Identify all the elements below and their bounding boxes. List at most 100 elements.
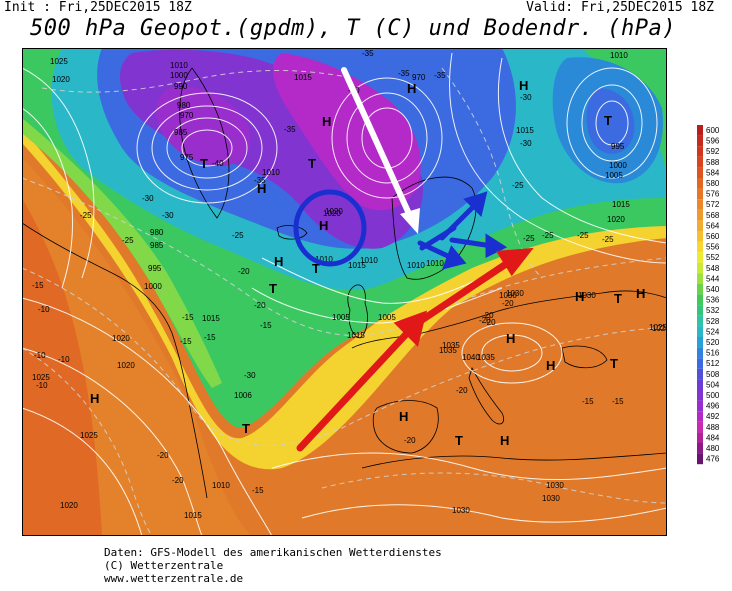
temperature-label: -25 (80, 211, 92, 220)
high-marker: H (399, 409, 408, 424)
low-marker: T (242, 421, 250, 436)
isobar-high-d2 (481, 334, 543, 372)
red-arrows (296, 247, 534, 452)
pressure-label: 1015 (184, 511, 202, 520)
legend-swatch (697, 146, 703, 157)
credit-line-copyright: (C) Wetterzentrale (104, 559, 224, 572)
high-marker: H (506, 331, 515, 346)
legend-value: 568 (706, 211, 720, 220)
pressure-centres: H H H H H H H H H H H H H T T T T T T T … (90, 78, 645, 448)
temperature-label: -15 (260, 321, 272, 330)
isobar-low-a3 (166, 117, 248, 179)
temperature-label: -30 (520, 139, 532, 148)
high-marker: H (407, 81, 416, 96)
isotherm-6 (321, 472, 667, 504)
init-time: Init : Fri,25DEC2015 18Z (4, 0, 192, 15)
temperature-label: -40 (212, 159, 224, 168)
high-marker: H (322, 114, 331, 129)
legend-swatch (697, 220, 703, 231)
temperature-label: -15 (32, 281, 44, 290)
legend-swatch (697, 135, 703, 147)
legend-value: 532 (706, 306, 720, 315)
pressure-label: 1020 (112, 334, 130, 343)
isobar-low-a1 (136, 92, 278, 204)
pressure-label: 1010 (170, 61, 188, 70)
temperature-label: -20 (456, 386, 468, 395)
high-marker: H (319, 218, 328, 233)
temperature-label: -15 (252, 486, 264, 495)
pressure-label: 1025 (649, 323, 667, 332)
pressure-label: 1005 (332, 313, 350, 322)
legend-swatch (697, 315, 703, 327)
legend-swatch (697, 368, 703, 380)
temperature-label: -20 (254, 301, 266, 310)
temperature-label: -30 (162, 211, 174, 220)
pressure-label: 1010 (426, 259, 444, 268)
pressure-label: 1015 (294, 73, 312, 82)
pressure-label: 1035 (477, 353, 495, 362)
temperature-label: -30 (520, 93, 532, 102)
orange-band (22, 158, 252, 536)
temperature-label: -10 (34, 351, 46, 360)
iceland-coast (276, 225, 308, 240)
pressure-label: 1020 (325, 207, 343, 216)
legend-value: 580 (706, 179, 720, 188)
britain-coast (347, 284, 368, 339)
legend-swatch (697, 400, 703, 412)
pressure-label: 1015 (347, 331, 365, 340)
pressure-label: 1005 (378, 313, 396, 322)
pressure-label: 1020 (52, 75, 70, 84)
high-marker: H (500, 433, 509, 448)
pressure-label: 970 (412, 73, 426, 82)
legend-value: 496 (706, 402, 720, 411)
africa-coast (361, 452, 667, 469)
temperature-label: -10 (36, 381, 48, 390)
temperature-label: -25 (232, 231, 244, 240)
pressure-label: 1000 (144, 282, 162, 291)
high-marker: H (575, 289, 584, 304)
temperature-label: -20 (484, 318, 496, 327)
pressure-label: 1030 (546, 481, 564, 490)
pressure-label: 980 (150, 228, 164, 237)
credit-line-url: www.wetterzentrale.de (104, 572, 244, 585)
isobar-e10 (22, 67, 95, 279)
isobar-low-c3 (595, 100, 629, 146)
lightgreen-edge (22, 118, 222, 388)
legend-value: 544 (706, 274, 720, 283)
pressure-label: 1030 (452, 506, 470, 515)
high-marker: H (636, 286, 645, 301)
isotherm-2 (22, 267, 667, 446)
pressure-label: 1020 (60, 501, 78, 510)
temperature-label: -15 (204, 333, 216, 342)
legend-value: 508 (706, 370, 720, 379)
isobar-e5 (301, 504, 667, 523)
legend-value: 564 (706, 221, 720, 230)
legend-value: 492 (706, 412, 720, 421)
temperature-label: -20 (482, 311, 494, 320)
isobar-e8 (497, 57, 667, 244)
legend-swatch (697, 294, 703, 306)
pressure-label: 1000 (609, 161, 627, 170)
temperature-label: -25 (577, 231, 589, 240)
pressure-label: 980 (177, 101, 191, 110)
pressure-label: 1025 (50, 57, 68, 66)
legend-swatch (697, 284, 703, 295)
pressure-label: 1020 (117, 361, 135, 370)
legend-value: 588 (706, 158, 720, 167)
temperature-label: -35 (398, 69, 410, 78)
isobar-e6 (261, 257, 503, 304)
isobar-e7 (251, 287, 503, 324)
isobar-e2 (22, 347, 203, 536)
pressure-label: 995 (148, 264, 162, 273)
isobar-e3 (22, 407, 143, 536)
temperature-label: -35 (284, 125, 296, 134)
pressure-label: 1015 (612, 200, 630, 209)
legend-swatch (697, 411, 703, 422)
legend-swatch (697, 326, 703, 337)
isotherm-4 (41, 70, 353, 93)
legend-value: 500 (706, 391, 720, 400)
pressure-labels: 1025 1020 1010 1000 990 980 970 985 975 … (32, 51, 667, 520)
legend-value: 536 (706, 296, 720, 305)
temperature-label: -15 (180, 337, 192, 346)
north-america-coast (22, 222, 208, 499)
